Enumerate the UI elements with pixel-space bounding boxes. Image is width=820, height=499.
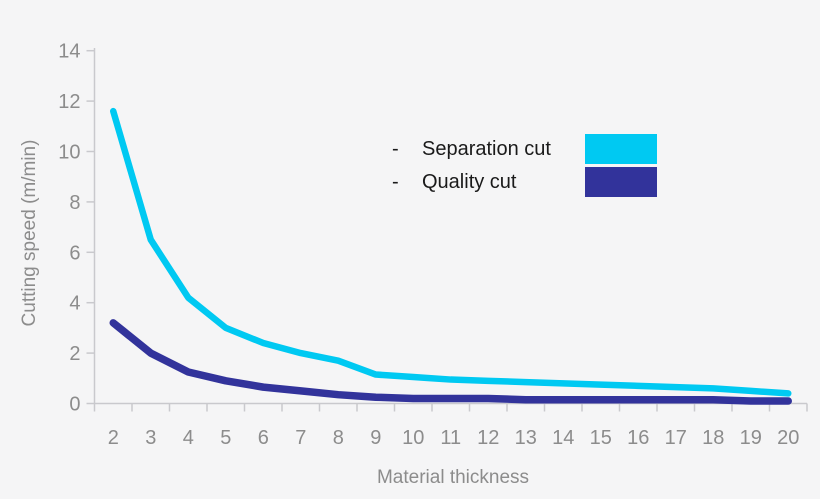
x-tick-label: 14 xyxy=(552,427,574,449)
legend-label-quality-cut: Quality cut xyxy=(422,170,517,193)
legend-item-quality-cut: - Quality cut xyxy=(392,167,657,197)
x-tick-label: 17 xyxy=(665,427,687,449)
legend-dash: - xyxy=(392,170,399,193)
legend-swatch-quality-cut xyxy=(585,167,657,197)
series-line-separation-cut xyxy=(110,107,792,397)
y-tick-label: 4 xyxy=(69,293,80,315)
x-tick-label: 15 xyxy=(590,427,612,449)
x-tick-label: 13 xyxy=(515,427,537,449)
x-tick-label: 12 xyxy=(477,427,499,449)
y-tick-label: 6 xyxy=(69,242,80,264)
x-tick-label: 8 xyxy=(333,427,344,449)
x-tick-label: 9 xyxy=(370,427,381,449)
series-line-quality-cut xyxy=(109,319,792,405)
x-tick-label: 16 xyxy=(627,427,649,449)
x-tick-label: 19 xyxy=(740,427,762,449)
y-tick-label: 12 xyxy=(58,91,80,113)
y-tick-label: 10 xyxy=(58,142,80,164)
x-tick-label: 20 xyxy=(777,427,799,449)
legend-item-separation-cut: - Separation cut xyxy=(392,134,657,164)
legend-label-separation-cut: Separation cut xyxy=(422,137,551,160)
x-tick-label: 11 xyxy=(440,427,461,449)
legend-dash: - xyxy=(392,137,399,160)
x-tick-label: 5 xyxy=(220,427,231,449)
y-tick-label: 0 xyxy=(69,394,80,416)
y-tick-label: 2 xyxy=(69,343,80,365)
x-tick-label: 18 xyxy=(702,427,724,449)
x-axis-title: Material thickness xyxy=(376,467,530,488)
x-tick-label: 6 xyxy=(258,427,269,449)
x-tick-label: 2 xyxy=(108,427,119,449)
x-tick-label: 7 xyxy=(295,427,306,449)
y-tick-label: 14 xyxy=(58,41,80,63)
y-axis-title: Cutting speed (m/min) xyxy=(19,139,40,327)
x-tick-label: 10 xyxy=(402,427,424,449)
x-tick-label: 4 xyxy=(183,427,194,449)
y-tick-label: 8 xyxy=(69,192,80,214)
x-tick-label: 3 xyxy=(145,427,156,449)
legend: - Separation cut - Quality cut xyxy=(392,134,657,197)
legend-swatch-separation-cut xyxy=(585,134,657,164)
